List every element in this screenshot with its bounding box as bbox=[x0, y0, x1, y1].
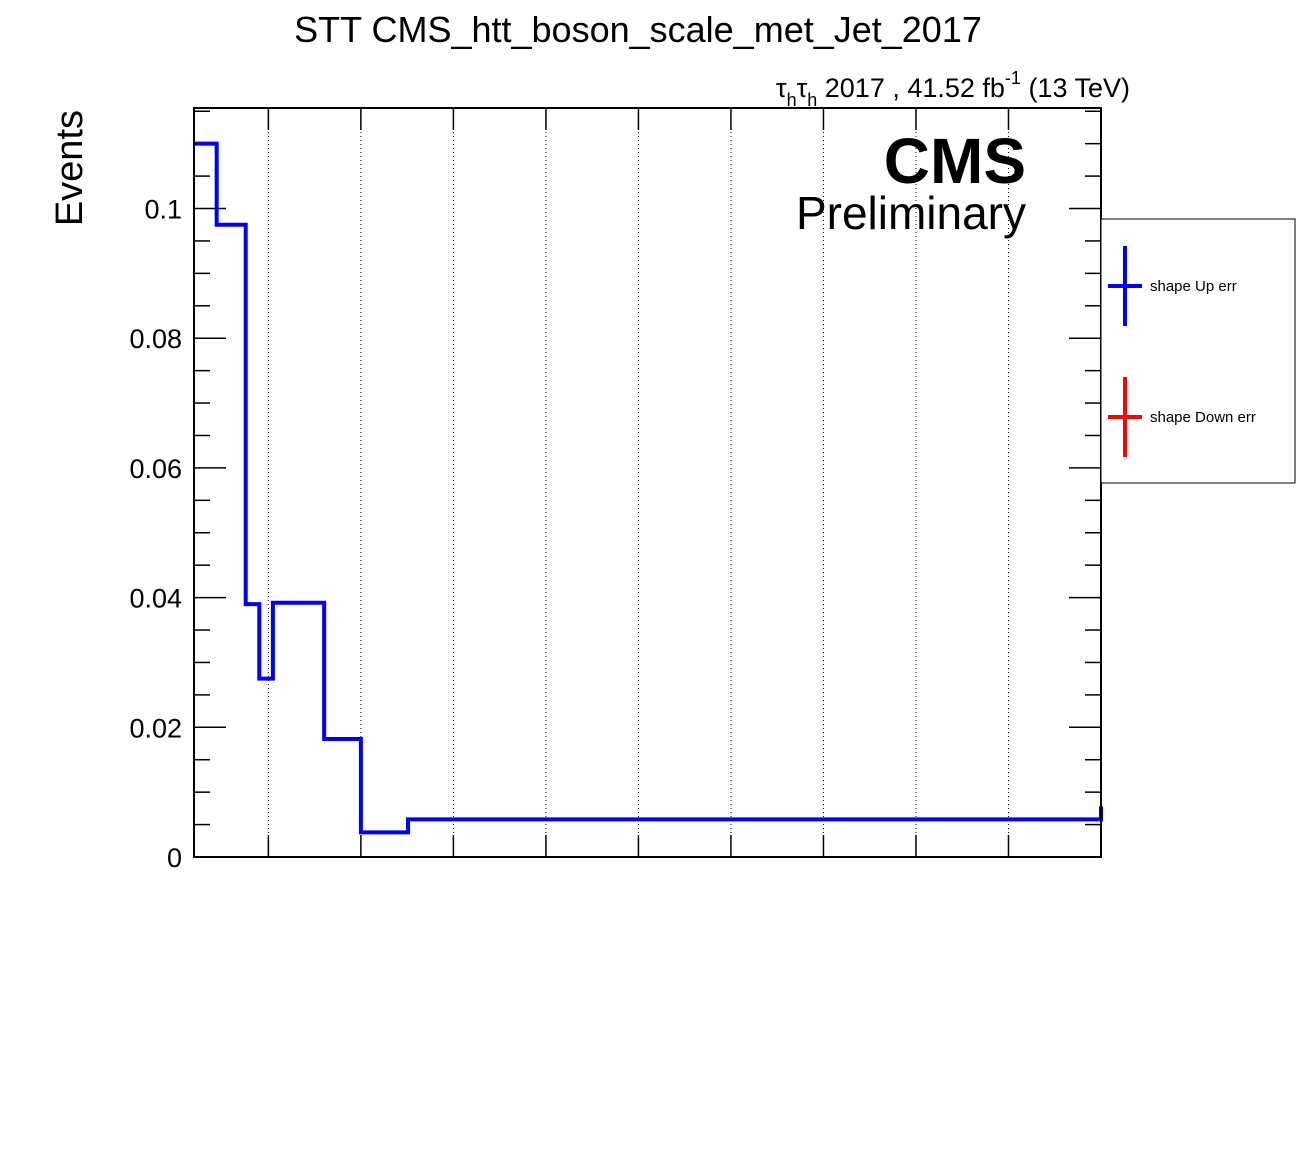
lumi-tau-1: τ bbox=[776, 73, 787, 103]
lumi-energy: (13 TeV) bbox=[1021, 73, 1130, 103]
y-tick-label: 0 bbox=[167, 843, 182, 873]
series-layer bbox=[194, 141, 1103, 835]
cms-label: CMS bbox=[884, 125, 1026, 197]
y-tick-label: 0.1 bbox=[144, 195, 182, 225]
legend-box bbox=[1100, 218, 1296, 484]
legend: shape Up err shape Down err bbox=[1100, 218, 1296, 484]
lumi-sub-1: h bbox=[787, 90, 797, 110]
lumi-tau-2: τ bbox=[797, 73, 808, 103]
y-tick-label: 0.04 bbox=[129, 584, 182, 614]
legend-entry-down: shape Down err bbox=[1108, 377, 1256, 457]
series-line-0 bbox=[194, 141, 1103, 835]
chart-title: STT CMS_htt_boson_scale_met_Jet_2017 bbox=[294, 9, 982, 50]
preliminary-label: Preliminary bbox=[796, 187, 1026, 239]
plot-area: 0 0.02 0.04 0.06 0.08 0.1 bbox=[129, 107, 1103, 873]
y-tick-label: 0.08 bbox=[129, 324, 182, 354]
y-axis-label: Events bbox=[49, 110, 91, 226]
legend-label-up: shape Up err bbox=[1150, 278, 1237, 295]
tick-layer: 0 0.02 0.04 0.06 0.08 0.1 bbox=[129, 108, 1101, 873]
lumi-text: 2017 , 41.52 fb bbox=[817, 73, 1005, 103]
lumi-sub-2: h bbox=[807, 90, 817, 110]
lumi-label: τhτh 2017 , 41.52 fb-1 (13 TeV) bbox=[776, 68, 1130, 110]
lumi-sup: -1 bbox=[1005, 68, 1021, 88]
y-tick-label: 0.02 bbox=[129, 713, 182, 743]
grid-layer bbox=[267, 108, 1009, 857]
legend-label-down: shape Down err bbox=[1150, 409, 1256, 426]
legend-entry-up: shape Up err bbox=[1108, 246, 1237, 326]
y-tick-label: 0.06 bbox=[129, 454, 182, 484]
